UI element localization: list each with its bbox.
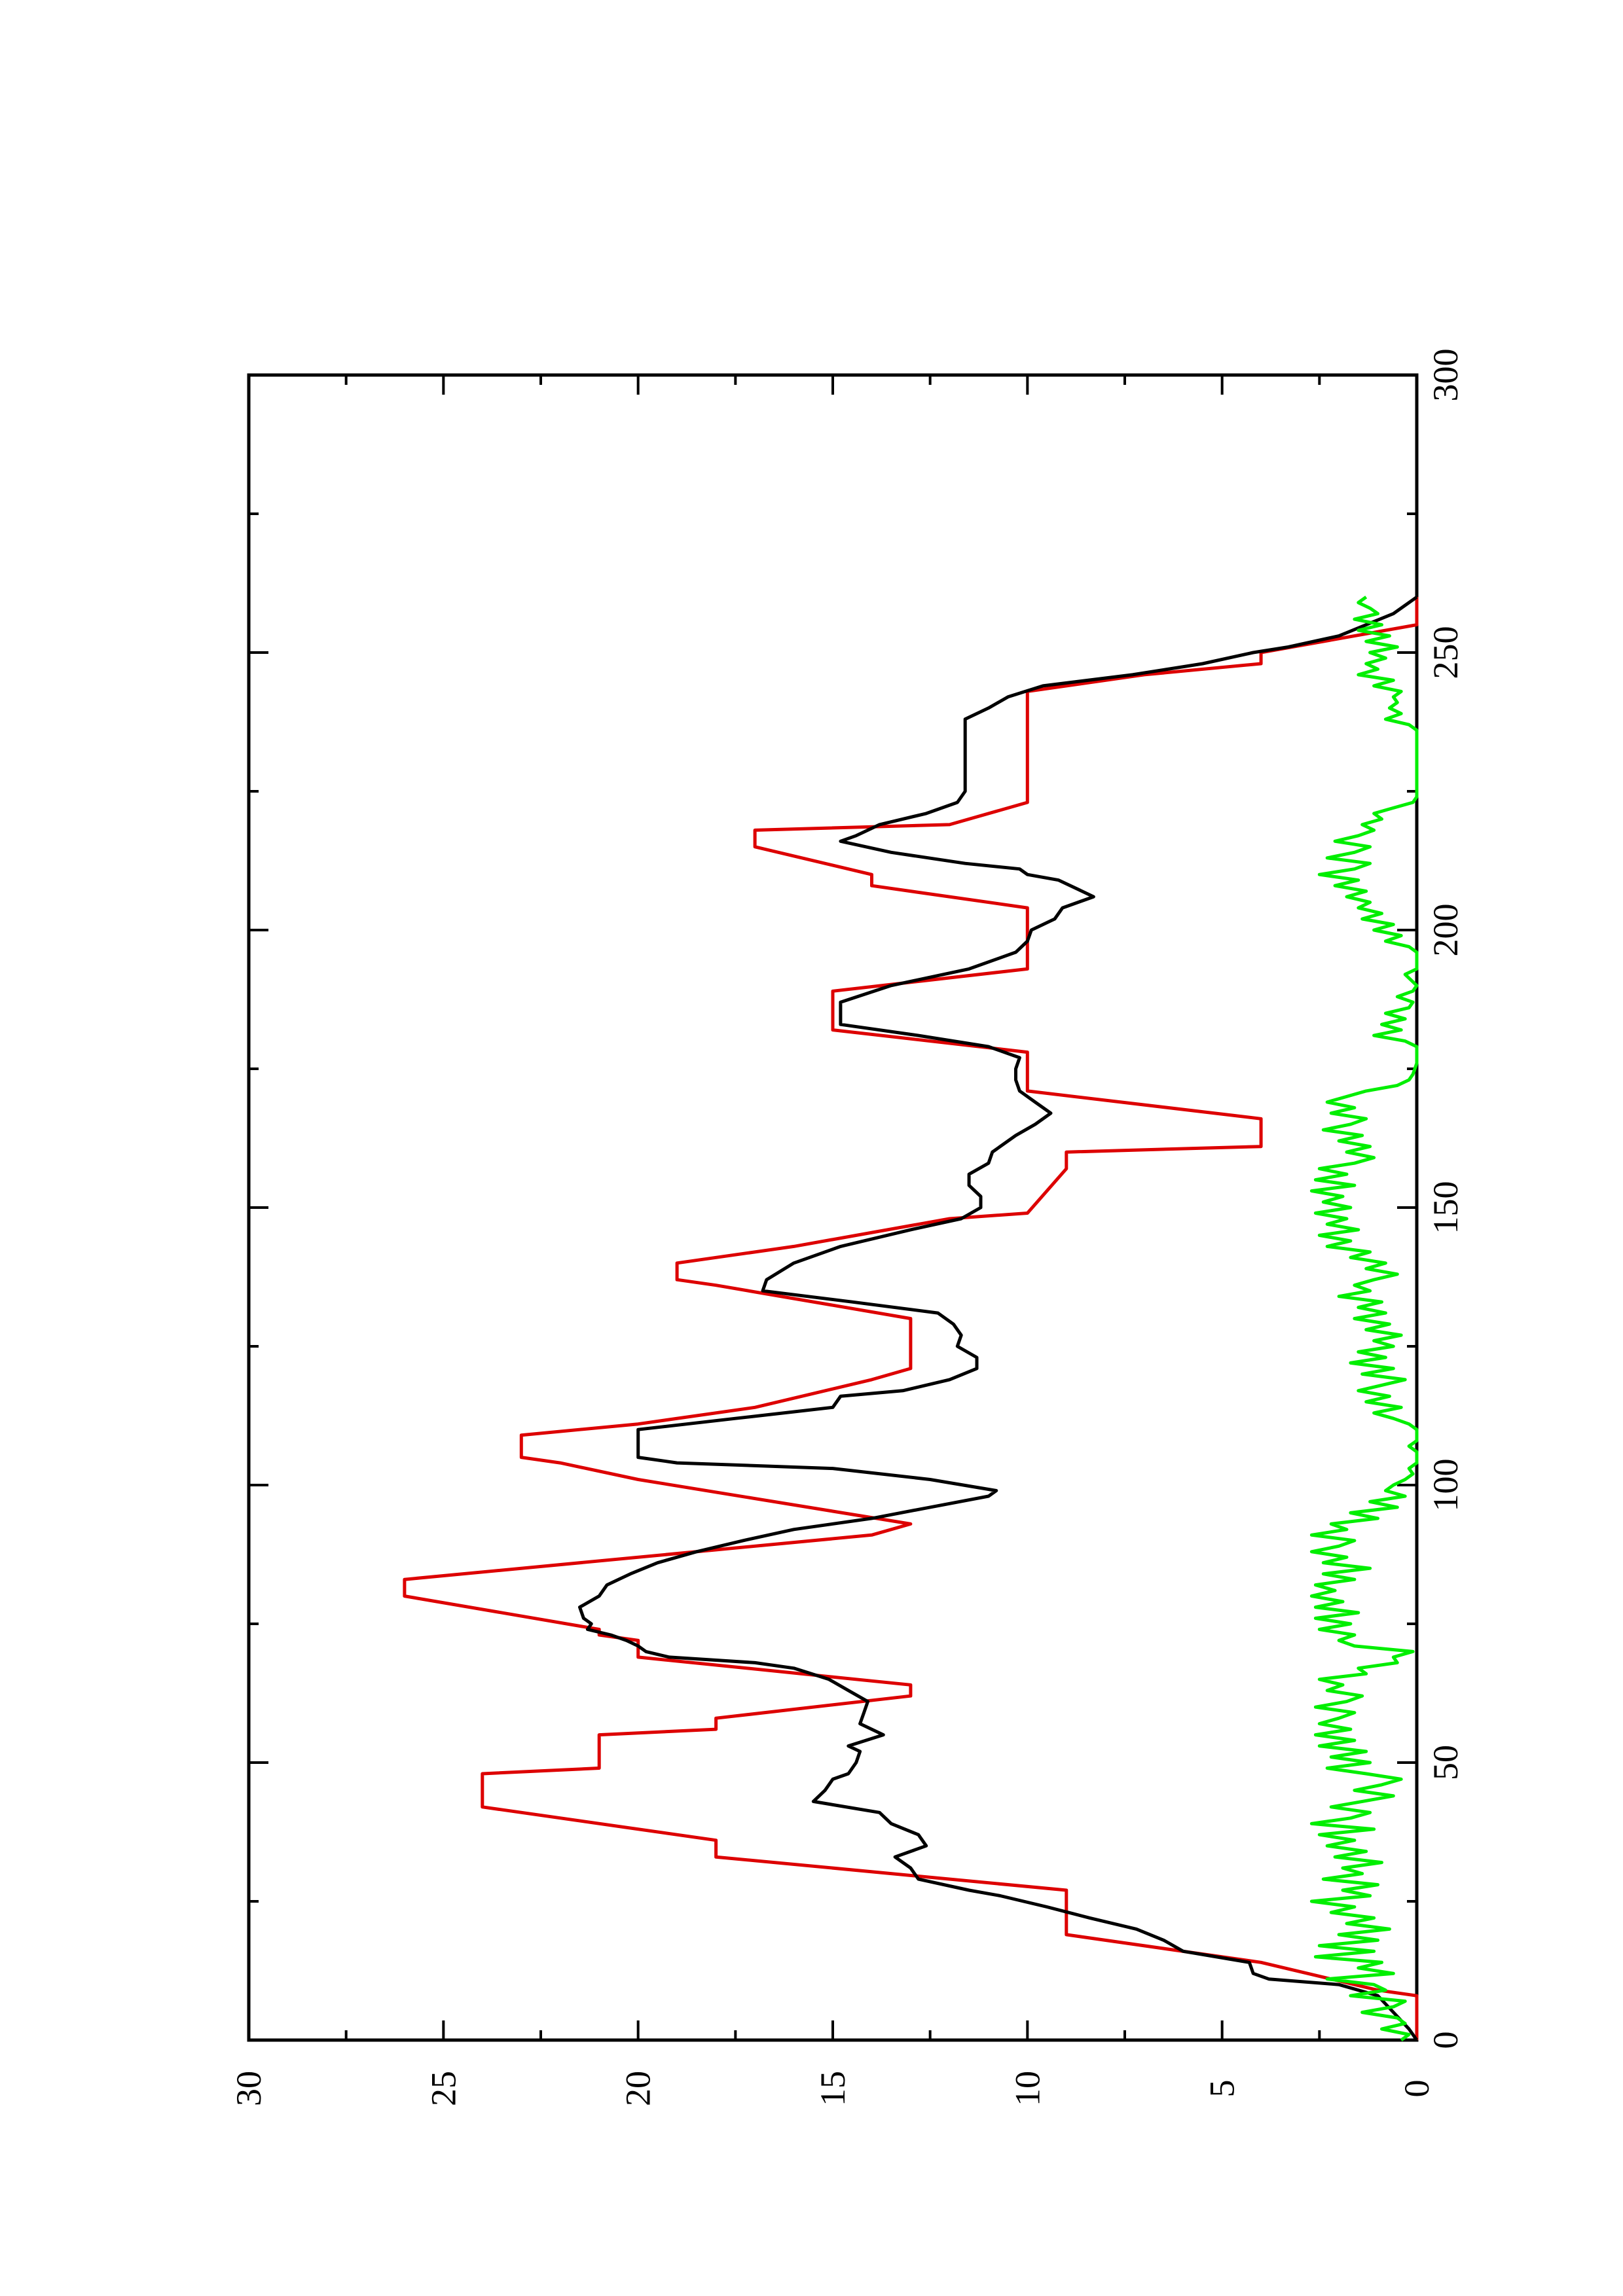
x-tick-label: 300	[1426, 349, 1465, 402]
x-tick-label: 50	[1426, 1745, 1465, 1780]
series-line-1	[403, 597, 1419, 2040]
y-tick-label: 10	[1008, 2071, 1047, 2106]
x-tick-label: 200	[1426, 904, 1465, 957]
y-tick-label: 5	[1203, 2080, 1242, 2098]
x-tick-label: 150	[1426, 1181, 1465, 1234]
y-tick-label: 20	[619, 2071, 658, 2106]
x-tick-label: 100	[1426, 1459, 1465, 1512]
series-line-3	[1309, 596, 1419, 2042]
y-tick-label: 25	[424, 2071, 463, 2106]
y-tick-label: 30	[229, 2071, 268, 2106]
axis-tick-labels: 0 50 100 150 200 250 300 0 5 10 15 20 25 30	[229, 349, 1465, 2107]
axis-ticks	[249, 375, 1417, 2040]
y-tick-label: 0	[1397, 2080, 1436, 2098]
x-tick-label: 250	[1426, 626, 1465, 679]
series-line-2	[578, 596, 1419, 2041]
series-layer	[403, 596, 1419, 2042]
plot-frame	[247, 373, 1419, 2042]
x-tick-label: 0	[1426, 2032, 1465, 2049]
y-tick-label: 15	[813, 2071, 852, 2106]
